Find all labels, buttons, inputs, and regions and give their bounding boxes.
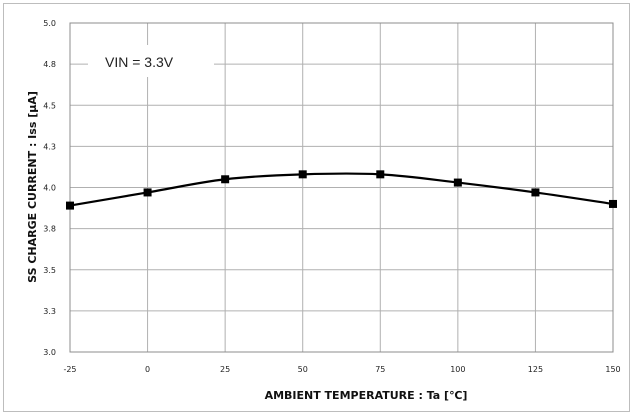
x-tick-label: 0 [145, 365, 150, 374]
y-tick-label: 5.0 [43, 19, 56, 28]
x-tick-label: 25 [220, 365, 230, 374]
data-point-marker [376, 170, 385, 179]
data-point-marker [143, 188, 152, 197]
y-tick-label: 3.8 [43, 225, 56, 234]
y-tick-label: 3.5 [43, 266, 56, 275]
y-tick-label: 4.5 [43, 101, 56, 110]
series-line [69, 172, 614, 207]
x-tick-label: 150 [605, 365, 620, 374]
x-tick-label: 125 [528, 365, 543, 374]
data-point-marker [609, 199, 617, 208]
data-point-marker [66, 201, 74, 210]
data-point-marker [221, 175, 230, 184]
x-tick-label: 100 [450, 365, 465, 374]
x-tick-label: -25 [63, 365, 76, 374]
y-tick-label: 4.3 [43, 142, 56, 151]
y-tick-label: 4.0 [43, 184, 56, 193]
data-point-marker [531, 188, 540, 197]
data-point-marker [453, 178, 462, 187]
y-axis-title: SS CHARGE CURRENT : Iss [μA] [26, 91, 39, 283]
annotation-box [88, 45, 214, 77]
y-tick-label: 3.0 [43, 348, 56, 357]
x-tick-label: 50 [298, 365, 308, 374]
series-markers [66, 170, 617, 210]
y-tick-label: 4.8 [43, 60, 56, 69]
plot-area [69, 22, 614, 353]
x-tick-label: 75 [375, 365, 385, 374]
data-point-marker [298, 170, 307, 179]
y-axis-ticks: 3.0 3.3 3.5 3.8 4.0 4.3 4.5 4.8 5.0 [43, 19, 56, 357]
x-axis-ticks: -25 0 25 50 75 100 125 150 [63, 365, 620, 374]
x-axis-title: AMBIENT TEMPERATURE : Ta [℃] [265, 389, 468, 402]
condition-annotation: VIN = 3.3V [105, 54, 174, 70]
y-tick-label: 3.3 [43, 307, 56, 316]
